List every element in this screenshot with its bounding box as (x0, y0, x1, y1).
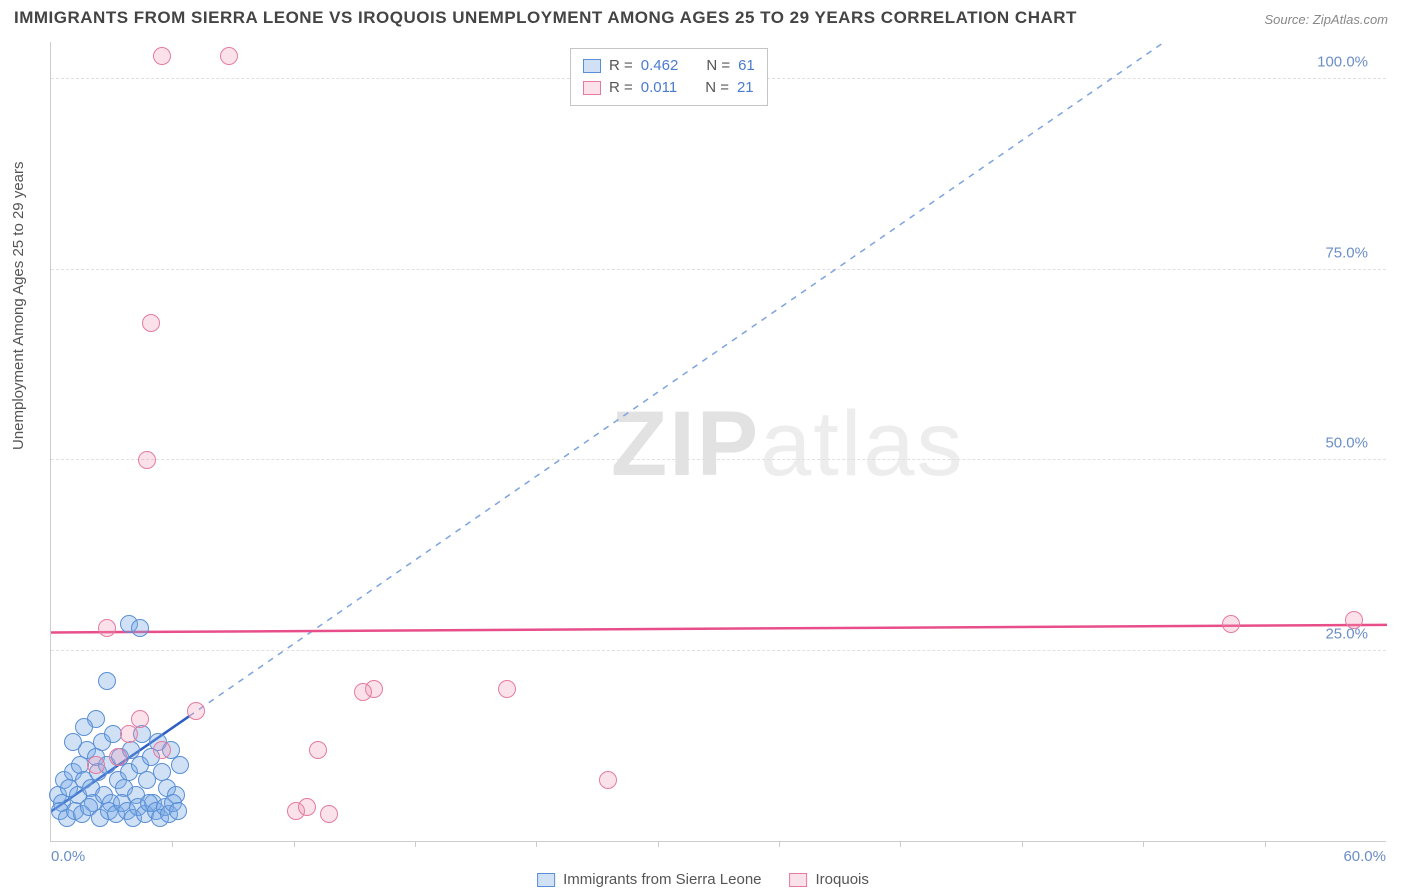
legend-swatch (790, 873, 808, 887)
trend-line-solid (51, 625, 1387, 633)
legend-series-label: Immigrants from Sierra Leone (563, 871, 761, 888)
n-label: N = (705, 77, 729, 99)
trend-lines-svg (51, 42, 1387, 842)
scatter-point (64, 733, 82, 751)
scatter-point (131, 619, 149, 637)
scatter-point (142, 314, 160, 332)
legend-swatch (583, 81, 601, 95)
scatter-point (153, 741, 171, 759)
scatter-point (171, 756, 189, 774)
legend-correlation-row: R = 0.011 N = 21 (583, 77, 755, 99)
scatter-point (1345, 611, 1363, 629)
source-attribution: Source: ZipAtlas.com (1264, 12, 1388, 27)
scatter-point (1222, 615, 1240, 633)
scatter-point (131, 710, 149, 728)
x-tick-label: 0.0% (51, 848, 85, 865)
scatter-point (138, 451, 156, 469)
legend-series: Immigrants from Sierra Leone Iroquois (537, 871, 869, 888)
n-value: 61 (738, 55, 755, 77)
scatter-point (309, 741, 327, 759)
scatter-point (498, 680, 516, 698)
n-value: 21 (737, 77, 754, 99)
plot-area: ZIPatlas 25.0%50.0%75.0%100.0%0.0%60.0% (50, 42, 1386, 842)
scatter-point (320, 805, 338, 823)
scatter-point (220, 47, 238, 65)
legend-series-label: Iroquois (816, 871, 869, 888)
scatter-point (87, 756, 105, 774)
r-value: 0.462 (641, 55, 679, 77)
legend-swatch (537, 873, 555, 887)
legend-series-item: Iroquois (790, 871, 869, 888)
scatter-point (153, 47, 171, 65)
chart-title: IMMIGRANTS FROM SIERRA LEONE VS IROQUOIS… (14, 8, 1077, 28)
r-value: 0.011 (641, 77, 677, 99)
x-tick-label: 60.0% (1343, 848, 1386, 865)
n-label: N = (706, 55, 730, 77)
legend-swatch (583, 59, 601, 73)
scatter-point (98, 619, 116, 637)
legend-series-item: Immigrants from Sierra Leone (537, 871, 761, 888)
scatter-point (354, 683, 372, 701)
legend-correlation-box: R = 0.462 N = 61 R = 0.011 N = 21 (570, 48, 768, 106)
scatter-point (298, 798, 316, 816)
scatter-point (169, 802, 187, 820)
r-label: R = (609, 55, 633, 77)
scatter-point (599, 771, 617, 789)
y-axis-label: Unemployment Among Ages 25 to 29 years (10, 161, 27, 450)
scatter-point (98, 672, 116, 690)
legend-correlation-row: R = 0.462 N = 61 (583, 55, 755, 77)
trend-line-dashed (189, 42, 1164, 716)
scatter-point (187, 702, 205, 720)
r-label: R = (609, 77, 633, 99)
scatter-point (109, 748, 127, 766)
scatter-point (75, 718, 93, 736)
scatter-point (120, 725, 138, 743)
